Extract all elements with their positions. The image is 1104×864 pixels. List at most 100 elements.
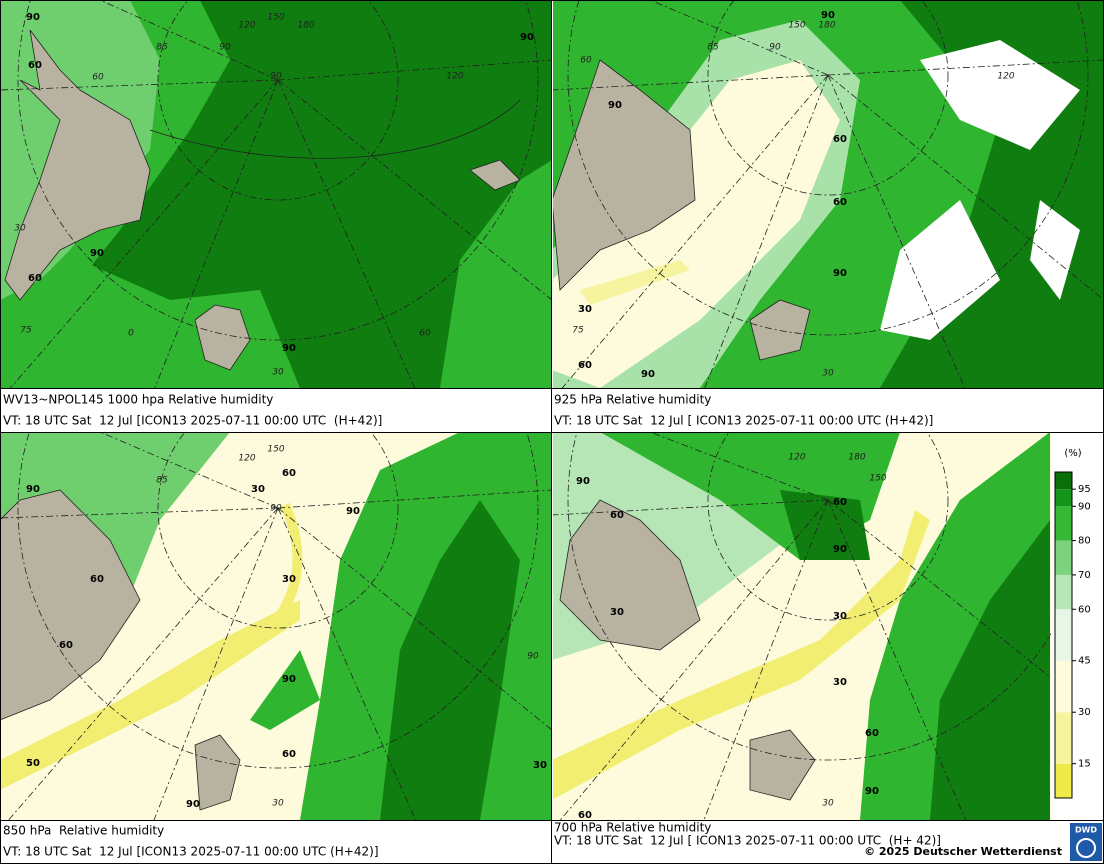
colorbar-segment (1055, 506, 1072, 541)
contour-label: 60 (59, 640, 73, 651)
contour-label: 60 (833, 497, 847, 508)
caption-valid: VT: 18 UTC Sat 12 Jul [ICON13 2025-07-11… (3, 414, 382, 428)
grid-label: 150 (267, 445, 284, 455)
contour-label: 90 (833, 268, 847, 279)
contour-label: 90 (282, 343, 296, 354)
contour-label: 60 (282, 468, 296, 479)
grid-label: 90 (527, 652, 539, 662)
contour-label: 30 (578, 304, 592, 315)
contour-label: 60 (578, 360, 592, 371)
contour-label: 50 (26, 758, 40, 769)
grid-label: 150 (788, 21, 805, 31)
colorbar-segment (1055, 489, 1072, 507)
colorbar-segment (1055, 712, 1072, 764)
logo-box (1070, 823, 1102, 861)
contour-label: 30 (833, 611, 847, 622)
grid-label: 120 (238, 454, 255, 464)
contour-label: 60 (90, 574, 104, 585)
contour-label: 30 (282, 574, 296, 585)
contour-label: 30 (833, 677, 847, 688)
grid-label: 60 (580, 56, 592, 66)
grid-label: 180 (297, 21, 314, 31)
contour-label: 90 (346, 506, 360, 517)
contour-label: 60 (282, 749, 296, 760)
contour-label: 30 (610, 607, 624, 618)
grid-label: 180 (818, 21, 835, 31)
colorbar-label: 15 (1078, 759, 1091, 770)
grid-label: 75 (572, 326, 584, 336)
colorbar-label: 30 (1078, 707, 1091, 718)
grid-label: 0 (128, 329, 134, 339)
caption-title: 700 hPa Relative humidity (554, 821, 711, 835)
grid-label: 90 (270, 504, 282, 514)
contour-label: 60 (610, 510, 624, 521)
contour-label: 60 (833, 134, 847, 145)
contour-label: 90 (282, 674, 296, 685)
map-925hpa (553, 1, 1103, 388)
caption-valid: VT: 18 UTC Sat 12 Jul [ICON13 2025-07-11… (3, 845, 379, 859)
grid-label: 60 (92, 73, 104, 83)
logo-mark (1076, 838, 1096, 858)
colorbar-segment (1055, 574, 1072, 610)
colorbar-label: 60 (1078, 604, 1091, 615)
contour-label: 60 (578, 810, 592, 821)
contour-label: 90 (186, 799, 200, 810)
logo-text: DWD (1075, 826, 1097, 835)
contour-label: 90 (821, 10, 835, 21)
contour-label: 90 (833, 544, 847, 555)
contour-label: 90 (865, 786, 879, 797)
grid-label: 30 (272, 368, 284, 378)
grid-label: 90 (219, 43, 231, 53)
caption-valid: VT: 18 UTC Sat 12 Jul [ ICON13 2025-07-1… (554, 834, 941, 848)
contour-label: 90 (608, 100, 622, 111)
contour-label: 30 (251, 484, 265, 495)
grid-label: 180 (848, 453, 865, 463)
contour-label: 30 (533, 760, 547, 771)
caption-valid: VT: 18 UTC Sat 12 Jul [ ICON13 2025-07-1… (554, 414, 933, 428)
grid-label: 150 (267, 13, 284, 23)
contour-label: 90 (90, 248, 104, 259)
colorbar-label: 95 (1078, 484, 1091, 495)
caption-title: 850 hPa Relative humidity (3, 824, 164, 838)
grid-label: 85 (156, 476, 168, 486)
grid-label: 90 (270, 72, 282, 82)
contour-label: 90 (26, 12, 40, 23)
grid-label: 120 (788, 453, 805, 463)
contour-label: 90 (26, 484, 40, 495)
colorbar-segment (1055, 540, 1072, 575)
colorbar-label: 45 (1078, 656, 1091, 667)
grid-label: 30 (822, 369, 834, 379)
contour-label: 60 (833, 197, 847, 208)
contour-label: 60 (865, 728, 879, 739)
map-1000hpa (1, 1, 551, 388)
map-850hpa (1, 433, 551, 820)
contour-label: 60 (28, 60, 42, 71)
colorbar-segment (1055, 763, 1072, 798)
grid-label: 30 (272, 799, 284, 809)
caption-title: WV13~NPOL145 1000 hpa Relative humidity (3, 393, 273, 407)
contour-label: 90 (520, 32, 534, 43)
colorbar-frame (1054, 471, 1073, 799)
grid-label: 30 (14, 224, 26, 234)
caption-title: 925 hPa Relative humidity (554, 393, 711, 407)
grid-label: 85 (156, 43, 168, 53)
colorbar-label: 90 (1078, 501, 1091, 512)
grid-label: 60 (419, 329, 431, 339)
colorbar-label: 80 (1078, 536, 1091, 547)
grid-label: 85 (707, 43, 719, 53)
grid-label: 90 (769, 43, 781, 53)
map-700hpa (553, 433, 1051, 820)
colorbar-unit: (%) (1064, 448, 1081, 459)
contour-label: 90 (641, 369, 655, 380)
copyright: © 2025 Deutscher Wetterdienst (864, 845, 1062, 858)
grid-label: 120 (446, 72, 463, 82)
colorbar-label: 70 (1078, 570, 1091, 581)
grid-label: 150 (869, 474, 886, 484)
contour-label: 60 (28, 273, 42, 284)
colorbar-segment (1055, 660, 1072, 713)
contour-label: 90 (576, 476, 590, 487)
colorbar-segment (1055, 472, 1072, 490)
colorbar-segment (1055, 609, 1072, 661)
grid-label: 30 (822, 799, 834, 809)
